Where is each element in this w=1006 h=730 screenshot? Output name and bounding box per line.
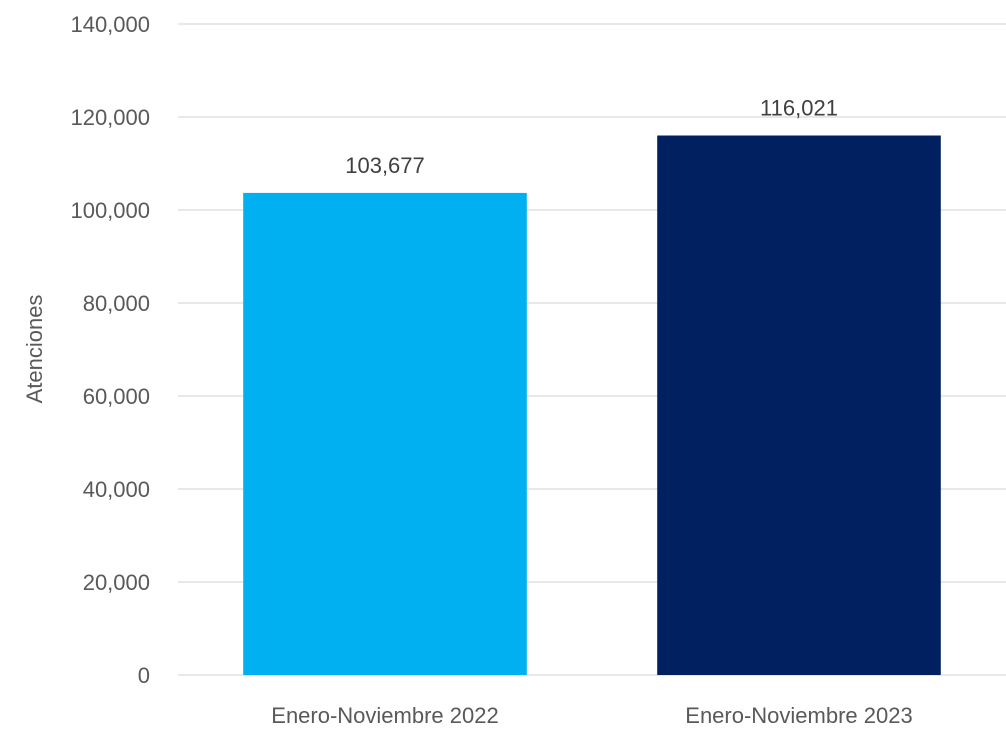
- y-tick-label: 80,000: [83, 291, 150, 316]
- bar: [243, 192, 527, 675]
- y-tick-label: 100,000: [70, 198, 150, 223]
- data-label: 103,677: [345, 153, 425, 178]
- y-tick-label: 0: [138, 663, 150, 688]
- data-labels: 103,677 116,021: [345, 96, 838, 178]
- y-tick-label: 20,000: [83, 570, 150, 595]
- bars: [243, 135, 941, 676]
- x-category-label: Enero-Noviembre 2022: [271, 703, 498, 725]
- y-axis-title: Atenciones: [22, 295, 47, 404]
- y-tick-label: 40,000: [83, 477, 150, 502]
- y-tick-label: 60,000: [83, 384, 150, 409]
- data-label: 116,021: [760, 96, 838, 121]
- y-axis-tick-labels: 0 20,000 40,000 60,000 80,000 100,000 120,000 1…: [70, 12, 150, 688]
- x-axis-category-labels: Enero-Noviembre 2022 Enero-Noviembre 2023: [271, 703, 912, 728]
- y-tick-label: 120,000: [70, 105, 150, 130]
- bar: [657, 135, 941, 676]
- x-category-label: Enero-Noviembre 2023: [685, 703, 912, 725]
- y-tick-label: 140,000: [70, 12, 150, 37]
